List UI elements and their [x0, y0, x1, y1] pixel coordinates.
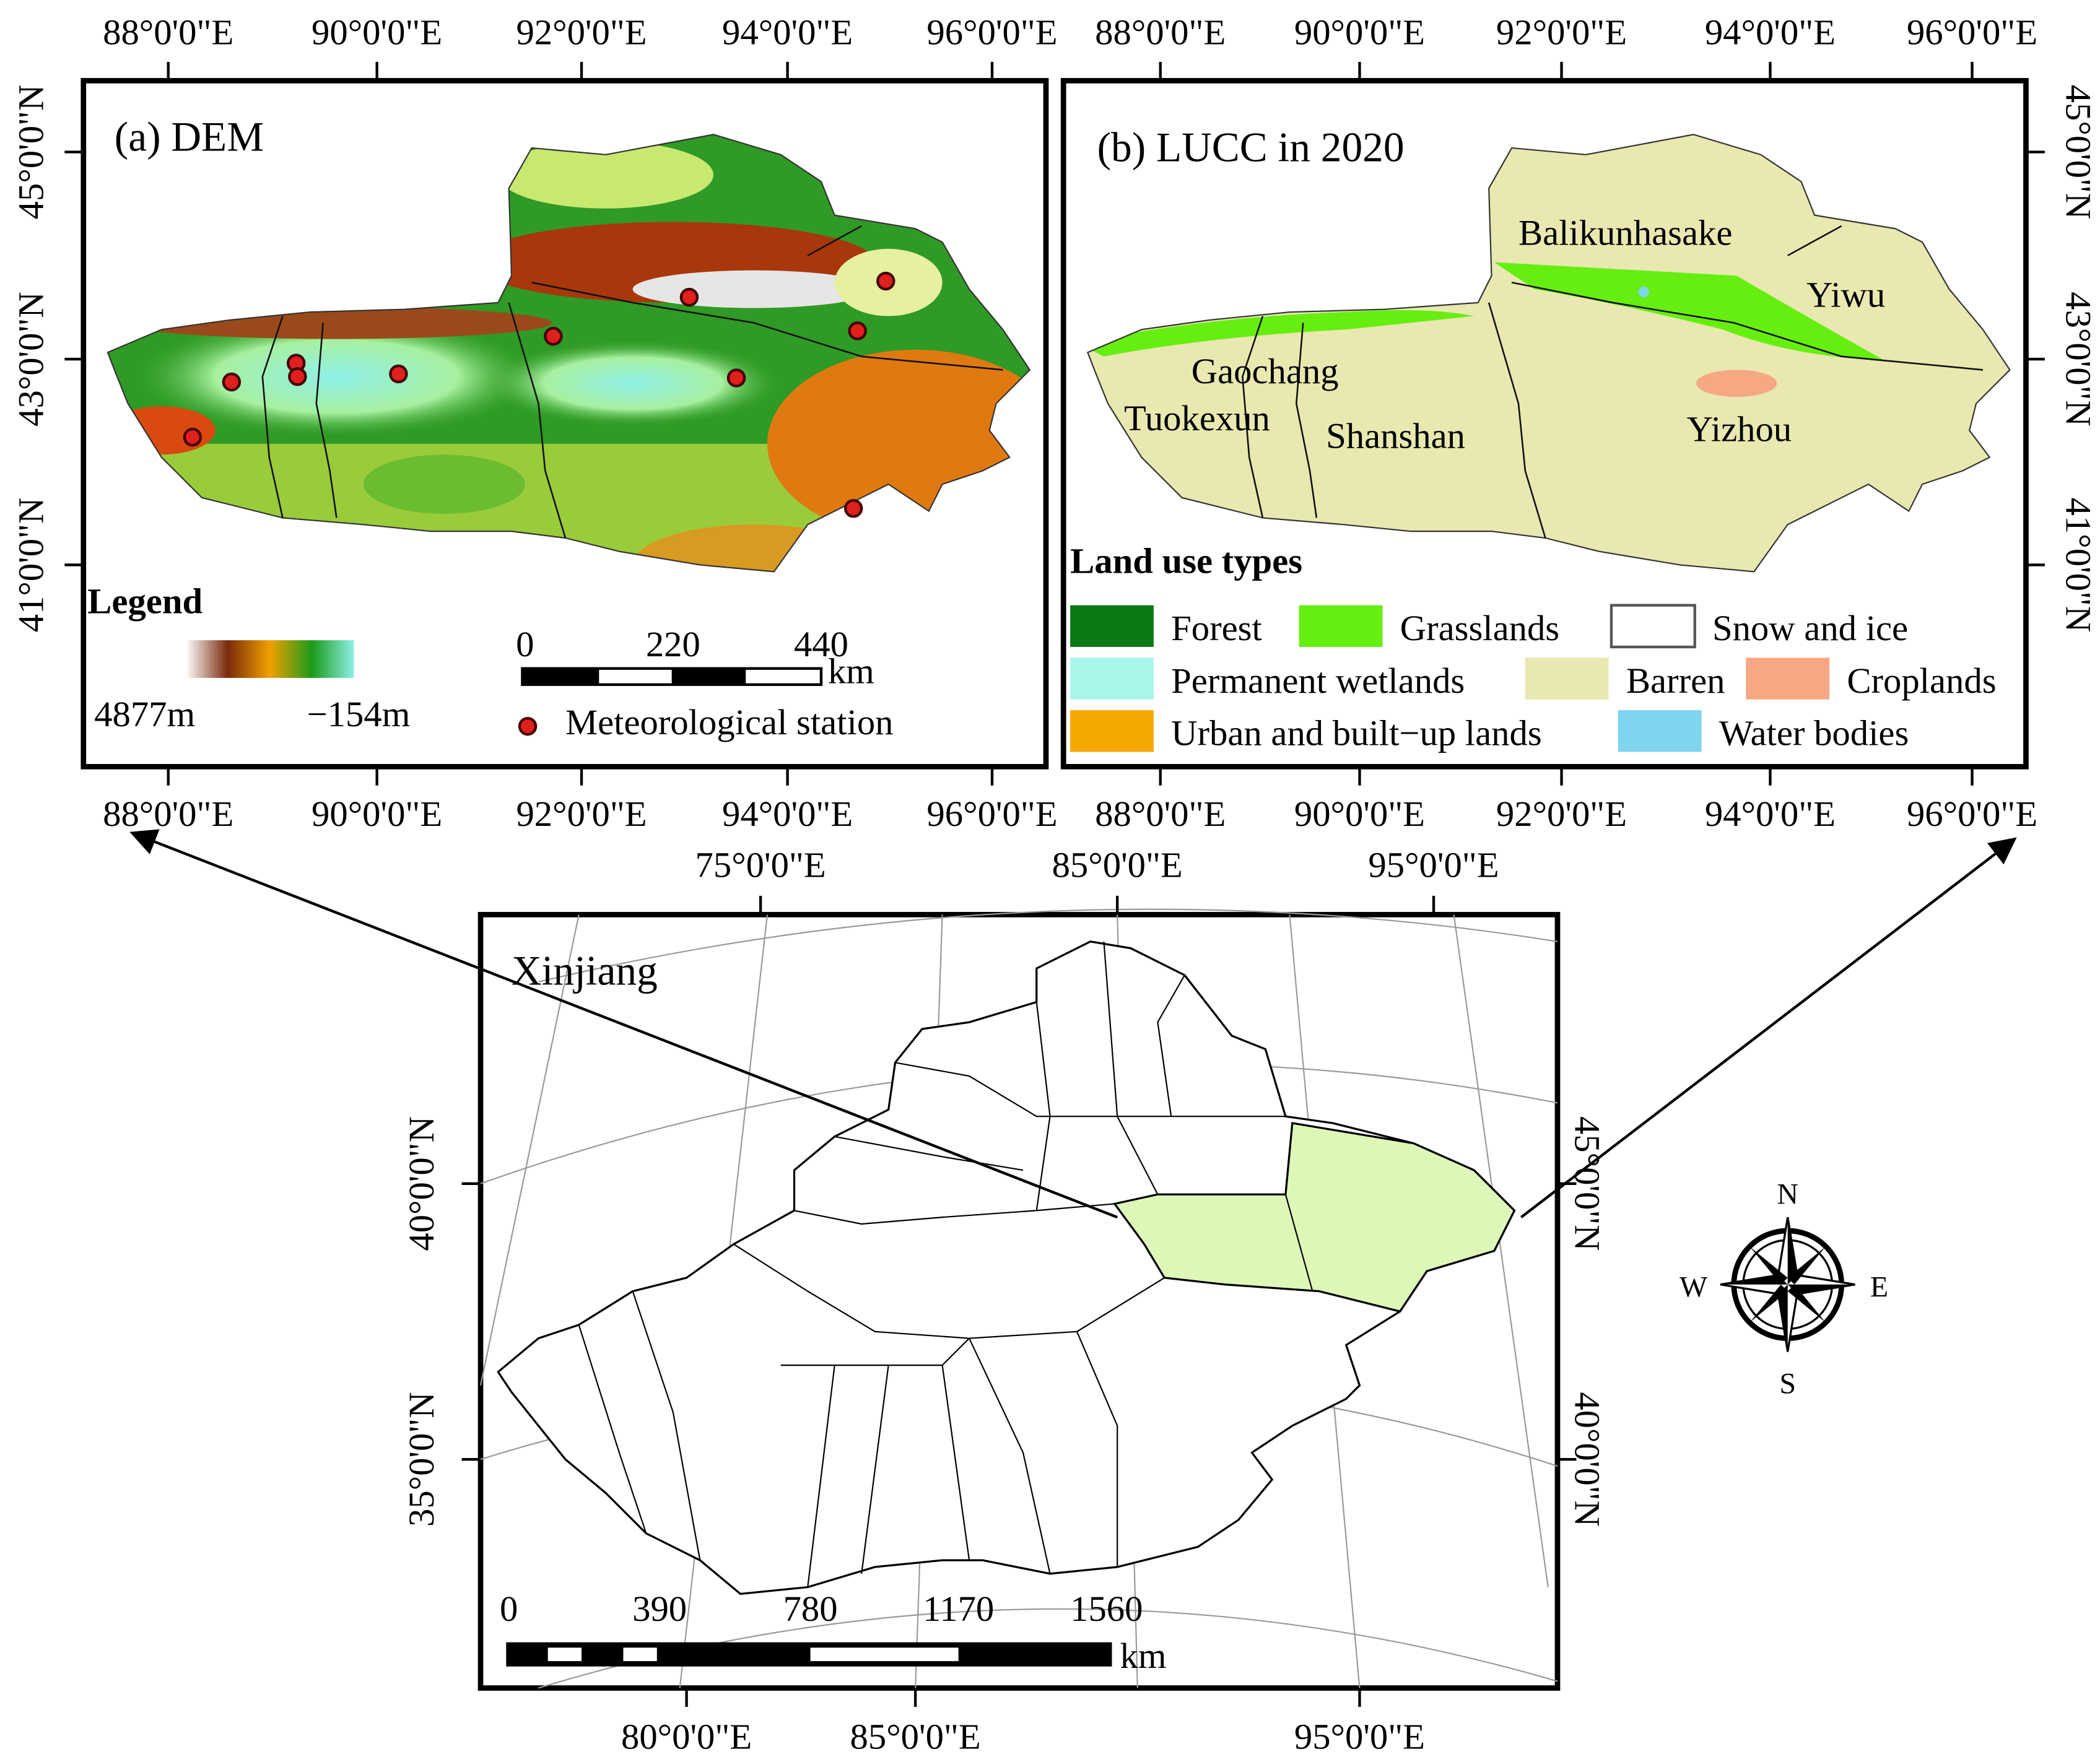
lon-label: 92°0'0"E	[516, 794, 647, 834]
county-borders-b	[1242, 225, 1984, 539]
lon-label: 96°0'0"E	[1907, 794, 2037, 834]
panel-title: Xinjiang	[512, 947, 658, 994]
panel-title: (b) LUCC in 2020	[1097, 124, 1405, 171]
legend-swatch	[1610, 604, 1696, 649]
elevation-max: 4877m	[94, 694, 195, 734]
legend-label: Barren	[1626, 661, 1725, 701]
panel-title: (a) DEM	[115, 113, 264, 160]
lat-label: 43°0'0"N	[2059, 292, 2099, 427]
legend-title: Land use types	[1070, 541, 1302, 581]
lon-label: 90°0'0"E	[1294, 12, 1425, 53]
station-legend-label: Meteorological station	[565, 702, 894, 742]
lon-label: 92°0'0"E	[516, 12, 647, 53]
county-borders-c	[578, 941, 1314, 1587]
stations	[183, 271, 895, 518]
lon-label: 95°0'0"E	[1368, 844, 1499, 885]
scale-label: 1170	[923, 1589, 994, 1629]
scale-label: 0	[516, 624, 534, 664]
lon-label: 95°0'0"E	[1294, 1716, 1425, 1756]
lon-label: 96°0'0"E	[926, 794, 1057, 834]
legend-swatch	[1070, 710, 1154, 752]
scale-label: 0	[500, 1589, 518, 1629]
scale-label: 220	[646, 624, 700, 664]
lat-label: 41°0'0"N	[2059, 498, 2099, 633]
region-label: Yiwu	[1806, 274, 1885, 315]
lat-label: 43°0'0"N	[11, 292, 51, 427]
lon-label: 94°0'0"E	[1705, 794, 1836, 834]
legend-swatch	[1070, 657, 1154, 700]
lon-label: 92°0'0"E	[1496, 794, 1627, 834]
legend-label: Water bodies	[1719, 713, 1909, 753]
station-legend-symbol	[518, 716, 538, 736]
lat-label: 45°0'0"N	[11, 85, 51, 220]
lon-label: 88°0'0"E	[1095, 12, 1226, 53]
county-borders-a	[261, 225, 1003, 539]
region-label: Tuokexun	[1124, 398, 1270, 438]
scale-label: 390	[632, 1589, 687, 1629]
lat-label: 41°0'0"N	[11, 498, 51, 633]
elevation-min: −154m	[307, 694, 411, 734]
compass-e: E	[1870, 1270, 1888, 1303]
compass-rose	[1720, 1217, 1855, 1352]
scale-bar-c	[506, 1642, 1112, 1667]
lon-label: 80°0'0"E	[621, 1716, 752, 1756]
compass-w: W	[1680, 1270, 1708, 1303]
zoom-arrow	[1520, 837, 2017, 1218]
region-label: Gaochang	[1192, 351, 1339, 391]
zoom-arrow	[129, 829, 1118, 1219]
scale-label: 1560	[1070, 1589, 1143, 1629]
scale-label: 440	[794, 624, 848, 664]
lon-label: 96°0'0"E	[926, 12, 1057, 53]
lon-label: 75°0'0"E	[695, 844, 826, 885]
legend-title: Legend	[87, 581, 203, 622]
lon-label: 90°0'0"E	[312, 794, 442, 834]
legend-swatch	[1299, 605, 1383, 647]
lon-label: 92°0'0"E	[1496, 12, 1627, 53]
lat-label: 45°0'0"N	[2059, 85, 2099, 220]
region-label: Balikunhasake	[1518, 212, 1732, 253]
legend-swatch	[1525, 657, 1609, 700]
legend-label: Grasslands	[1400, 608, 1559, 648]
legend-label: Forest	[1171, 608, 1262, 648]
scale-bar-a	[521, 667, 823, 686]
study-area	[1113, 1122, 1516, 1313]
scale-label: 780	[783, 1589, 838, 1629]
region-label: Yizhou	[1687, 409, 1792, 449]
elevation-ramp	[185, 640, 354, 678]
lon-label: 90°0'0"E	[1294, 794, 1425, 834]
legend-label: Snow and ice	[1712, 608, 1908, 648]
lon-label: 85°0'0"E	[1052, 844, 1183, 885]
lon-label: 88°0'0"E	[1095, 794, 1226, 834]
legend-label: Croplands	[1847, 661, 1996, 701]
lon-label: 85°0'0"E	[850, 1716, 981, 1756]
compass-s: S	[1779, 1368, 1796, 1400]
compass-n: N	[1777, 1178, 1798, 1210]
lat-label: 40°0'0"N	[401, 1116, 442, 1251]
lon-label: 94°0'0"E	[1705, 12, 1836, 53]
lon-label: 94°0'0"E	[722, 12, 853, 53]
region-label: Shanshan	[1326, 415, 1465, 456]
legend-label: Permanent wetlands	[1171, 661, 1465, 701]
lon-label: 88°0'0"E	[103, 794, 233, 834]
lon-label: 88°0'0"E	[103, 12, 233, 53]
legend-label: Urban and built−up lands	[1171, 713, 1542, 753]
lon-label: 94°0'0"E	[722, 794, 853, 834]
lon-label: 96°0'0"E	[1907, 12, 2037, 53]
legend-swatch	[1070, 605, 1154, 647]
legend-swatch	[1618, 710, 1702, 752]
legend-swatch	[1746, 657, 1830, 700]
lat-label: 35°0'0"N	[401, 1392, 442, 1527]
lon-label: 90°0'0"E	[312, 12, 442, 53]
scale-unit: km	[828, 651, 874, 692]
scale-unit: km	[1120, 1636, 1167, 1676]
